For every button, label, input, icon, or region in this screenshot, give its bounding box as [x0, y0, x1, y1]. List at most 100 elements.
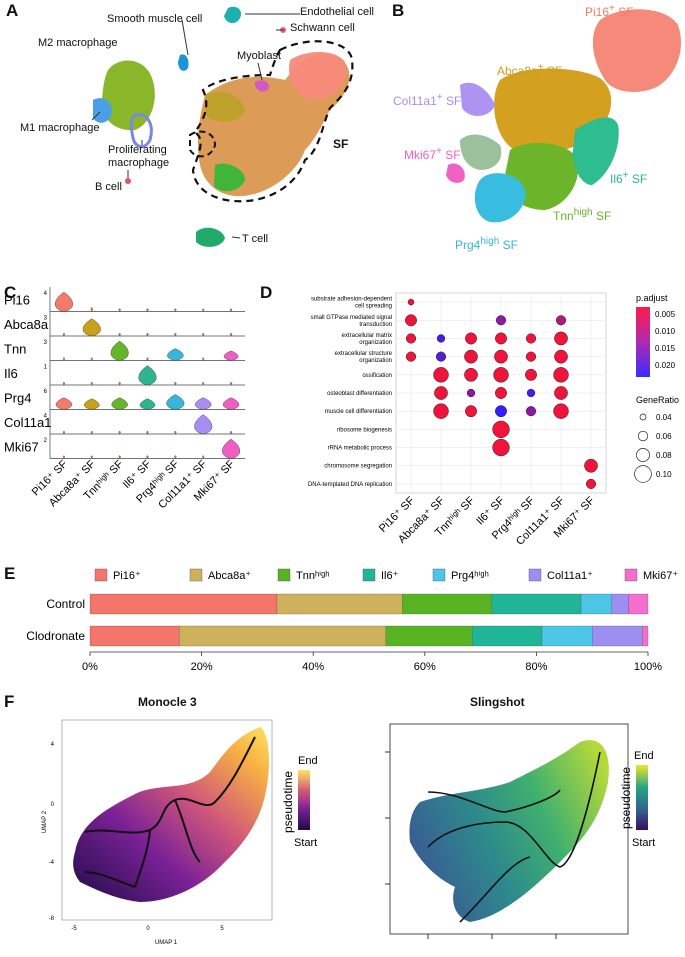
monocle-legend-start: Start — [294, 837, 317, 849]
monocle-trajectory — [84, 736, 256, 888]
smooth-muscle-cluster — [178, 54, 189, 71]
sf-dashed-outline — [191, 40, 354, 203]
panel-f-monocle: 4 0 -4 -8 -5 0 5 UMAP 1 UMAP 2 End pseud… — [42, 719, 318, 946]
bar-segment — [541, 625, 593, 647]
sf-pi16-subcluster — [289, 52, 347, 100]
violin-shape — [138, 365, 157, 386]
label-prg4-sf: Prg4high SF — [455, 236, 518, 252]
bar-legend-label: Col11a1⁺ — [547, 570, 593, 582]
dotplot-point — [553, 367, 569, 383]
violin-shape — [174, 381, 177, 386]
dotplot-point — [554, 331, 568, 346]
dotplot-point — [584, 458, 598, 473]
bar-segment — [89, 593, 278, 615]
violin-shape — [146, 332, 149, 337]
dotplot-point — [495, 315, 507, 326]
bar-xtick-label: 0% — [82, 661, 98, 673]
dotplot-point — [435, 351, 447, 362]
dotplot-legend-size — [637, 430, 649, 442]
dotplot-legend-generatio-title: GeneRatio — [636, 395, 679, 405]
dotplot-term-label: ossification — [362, 373, 392, 379]
dotplot-term-label: extracellular matrix — [342, 333, 392, 339]
label-sf: SF — [333, 137, 349, 151]
slingshot-title: Slingshot — [470, 695, 525, 709]
violin-shape — [62, 430, 66, 435]
violin-shape — [111, 397, 128, 410]
bar-segment — [179, 625, 386, 647]
violin-shape — [62, 357, 66, 361]
violin-shape — [229, 381, 233, 386]
dotplot-term-label: extracellular structure — [335, 351, 393, 357]
dotplot-point — [407, 298, 415, 306]
dotplot-point — [436, 334, 446, 343]
monocle-axes — [61, 719, 273, 921]
dotplot-term-label: ribosome biogenesis — [337, 427, 392, 433]
dotplot-term-label: rRNA metabolic process — [328, 446, 392, 452]
mixed-cluster — [460, 134, 502, 170]
monocle-ytick-2: 0 — [51, 802, 55, 808]
dotplot-legend-padj-tick: 0.005 — [655, 310, 676, 319]
slingshot-legend-end: End — [634, 750, 654, 762]
bar-xtick-label: 80% — [525, 661, 547, 673]
bar-segment — [491, 593, 582, 615]
bar-legend-label: Pi16⁺ — [113, 570, 141, 582]
label-schwann: Schwann cell — [290, 22, 355, 34]
monocle-legend-end: End — [298, 755, 318, 767]
sf-dashed-outline-small — [189, 130, 217, 158]
dotplot-point — [585, 478, 597, 489]
dotplot-legend-padj-tick: 0.020 — [655, 361, 676, 370]
monocle-legend-bar — [298, 770, 310, 830]
prolif-macrophage-cluster — [129, 112, 153, 148]
panel-a-umap — [91, 6, 354, 247]
dotplot-point — [495, 405, 507, 418]
panel-e-stacked-bar: Pi16⁺ Abca8a⁺ Tnnʰⁱᵍʰ Il6⁺ Prg4ʰⁱᵍʰ Col11a1⁺ M… — [26, 568, 678, 673]
panel-f-slingshot: End pseudotime Start — [385, 723, 655, 939]
violin-shape — [174, 430, 177, 435]
label-pi16-sf: Pi16+ SF — [585, 3, 634, 19]
dotplot-term-label: organization — [359, 340, 392, 346]
violin-shape — [146, 430, 149, 435]
violin-gene-label: Mki67 — [4, 439, 39, 454]
dotplot-point — [493, 367, 509, 383]
violin-ytick: 4 — [44, 291, 48, 297]
dotplot-legend-padj-bar — [636, 307, 650, 377]
monocle-ytick-4: -8 — [49, 916, 55, 922]
violin-shape — [146, 357, 149, 361]
violin-shape — [223, 350, 239, 361]
label-col11a1-sf: Col11a1+ SF — [393, 92, 462, 108]
bar-legend-swatch — [189, 568, 203, 582]
violin-shape — [118, 308, 121, 312]
dotplot-legend-padj-tick: 0.010 — [655, 327, 676, 336]
violin-shape — [202, 357, 205, 361]
pointer-smooth-muscle — [181, 19, 189, 56]
dotplot-point — [405, 333, 417, 344]
violin-shape — [194, 414, 213, 435]
violin-shape — [146, 308, 149, 312]
dotplot-point — [526, 388, 536, 398]
monocle-legend-title: pseudotime — [281, 771, 295, 833]
pi16-cluster — [592, 9, 681, 92]
dotplot-term-label: DNA-templated DNA replication — [308, 482, 392, 488]
b-cell-cluster — [125, 178, 131, 184]
bar-legend-swatch — [624, 568, 638, 582]
bar-legend-swatch — [362, 568, 376, 582]
bar-segment — [402, 593, 492, 615]
monocle-xtick-3: 5 — [220, 926, 224, 932]
bar-segment — [472, 625, 543, 647]
dotplot-term-label: muscle cell differentiation — [325, 409, 392, 415]
violin-shape — [166, 394, 185, 410]
monocle-xtick-2: 0 — [146, 926, 150, 932]
bar-segment — [89, 625, 180, 647]
dotplot-term-label: organization — [359, 358, 392, 364]
slingshot-axes — [389, 723, 629, 935]
dotplot-point — [405, 314, 417, 327]
dotplot-point — [494, 349, 508, 364]
monocle-xtick-1: -5 — [71, 926, 77, 932]
panel-label-b: B — [392, 1, 405, 20]
myoblast-cluster — [254, 80, 269, 92]
violin-gene-label: Col11a1 — [4, 415, 51, 430]
dotplot-legend-padj-tick: 0.015 — [655, 344, 676, 353]
bar-segment — [642, 625, 649, 647]
violin-ytick: 3 — [44, 340, 48, 346]
bar-xtick-label: 60% — [414, 661, 436, 673]
